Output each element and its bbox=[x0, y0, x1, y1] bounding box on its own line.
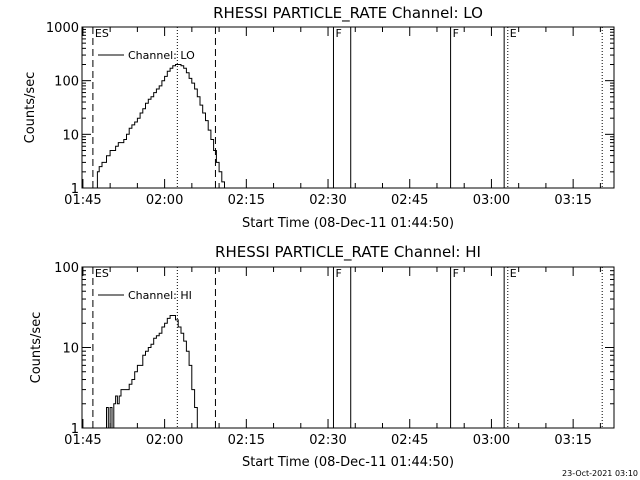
event-marker-label: E bbox=[510, 267, 517, 280]
y-tick-label: 100 bbox=[54, 261, 79, 276]
x-tick-label: 03:15 bbox=[554, 433, 591, 448]
x-tick-label: 02:30 bbox=[309, 193, 346, 208]
chart-title: RHESSI PARTICLE_RATE Channel: HI bbox=[215, 243, 481, 262]
x-tick-label: 02:45 bbox=[391, 433, 428, 448]
x-tick-label: 02:15 bbox=[228, 193, 265, 208]
chart-panel-hi: RHESSI PARTICLE_RATE Channel: HI Start Ti… bbox=[29, 243, 615, 470]
legend-entry: Channel: LO bbox=[128, 49, 195, 62]
chart-panel-lo: RHESSI PARTICLE_RATE Channel: LO Start Ti… bbox=[23, 4, 615, 231]
plot-frame bbox=[81, 26, 615, 189]
y-axis-label: Counts/sec bbox=[23, 72, 38, 144]
y-tick-label: 1 bbox=[71, 182, 79, 197]
y-tick-label: 1000 bbox=[46, 21, 79, 36]
event-marker-label: ES bbox=[95, 267, 109, 280]
series-line bbox=[105, 315, 198, 428]
y-axis-label: Counts/sec bbox=[29, 312, 44, 384]
event-marker-label: F bbox=[453, 27, 459, 40]
x-tick-label: 01:45 bbox=[64, 433, 101, 448]
x-tick-label: 03:15 bbox=[554, 193, 591, 208]
x-tick-label: 02:30 bbox=[309, 433, 346, 448]
x-tick-label: 02:45 bbox=[391, 193, 428, 208]
x-tick-label: 01:45 bbox=[64, 193, 101, 208]
event-marker-label: F bbox=[335, 27, 341, 40]
x-axis-label: Start Time (08-Dec-11 01:44:50) bbox=[242, 455, 454, 470]
event-marker-label: E bbox=[510, 27, 517, 40]
x-tick-label: 02:15 bbox=[228, 433, 265, 448]
timestamp: 23-Oct-2021 03:10 bbox=[562, 469, 638, 478]
x-tick-label: 02:00 bbox=[146, 193, 183, 208]
x-tick-label: 02:00 bbox=[146, 433, 183, 448]
y-tick-label: 100 bbox=[54, 75, 79, 90]
x-tick-label: 03:00 bbox=[473, 193, 510, 208]
event-marker-label: F bbox=[335, 267, 341, 280]
event-marker-label: ES bbox=[95, 27, 109, 40]
series-line bbox=[94, 64, 225, 188]
x-axis-label: Start Time (08-Dec-11 01:44:50) bbox=[242, 216, 454, 231]
y-tick-label: 10 bbox=[62, 128, 79, 143]
y-tick-label: 10 bbox=[62, 342, 79, 357]
event-marker-label: F bbox=[453, 267, 459, 280]
legend-entry: Channel: HI bbox=[128, 289, 192, 302]
y-tick-label: 1 bbox=[71, 422, 79, 437]
x-tick-label: 03:00 bbox=[473, 433, 510, 448]
chart-title: RHESSI PARTICLE_RATE Channel: LO bbox=[213, 4, 483, 23]
